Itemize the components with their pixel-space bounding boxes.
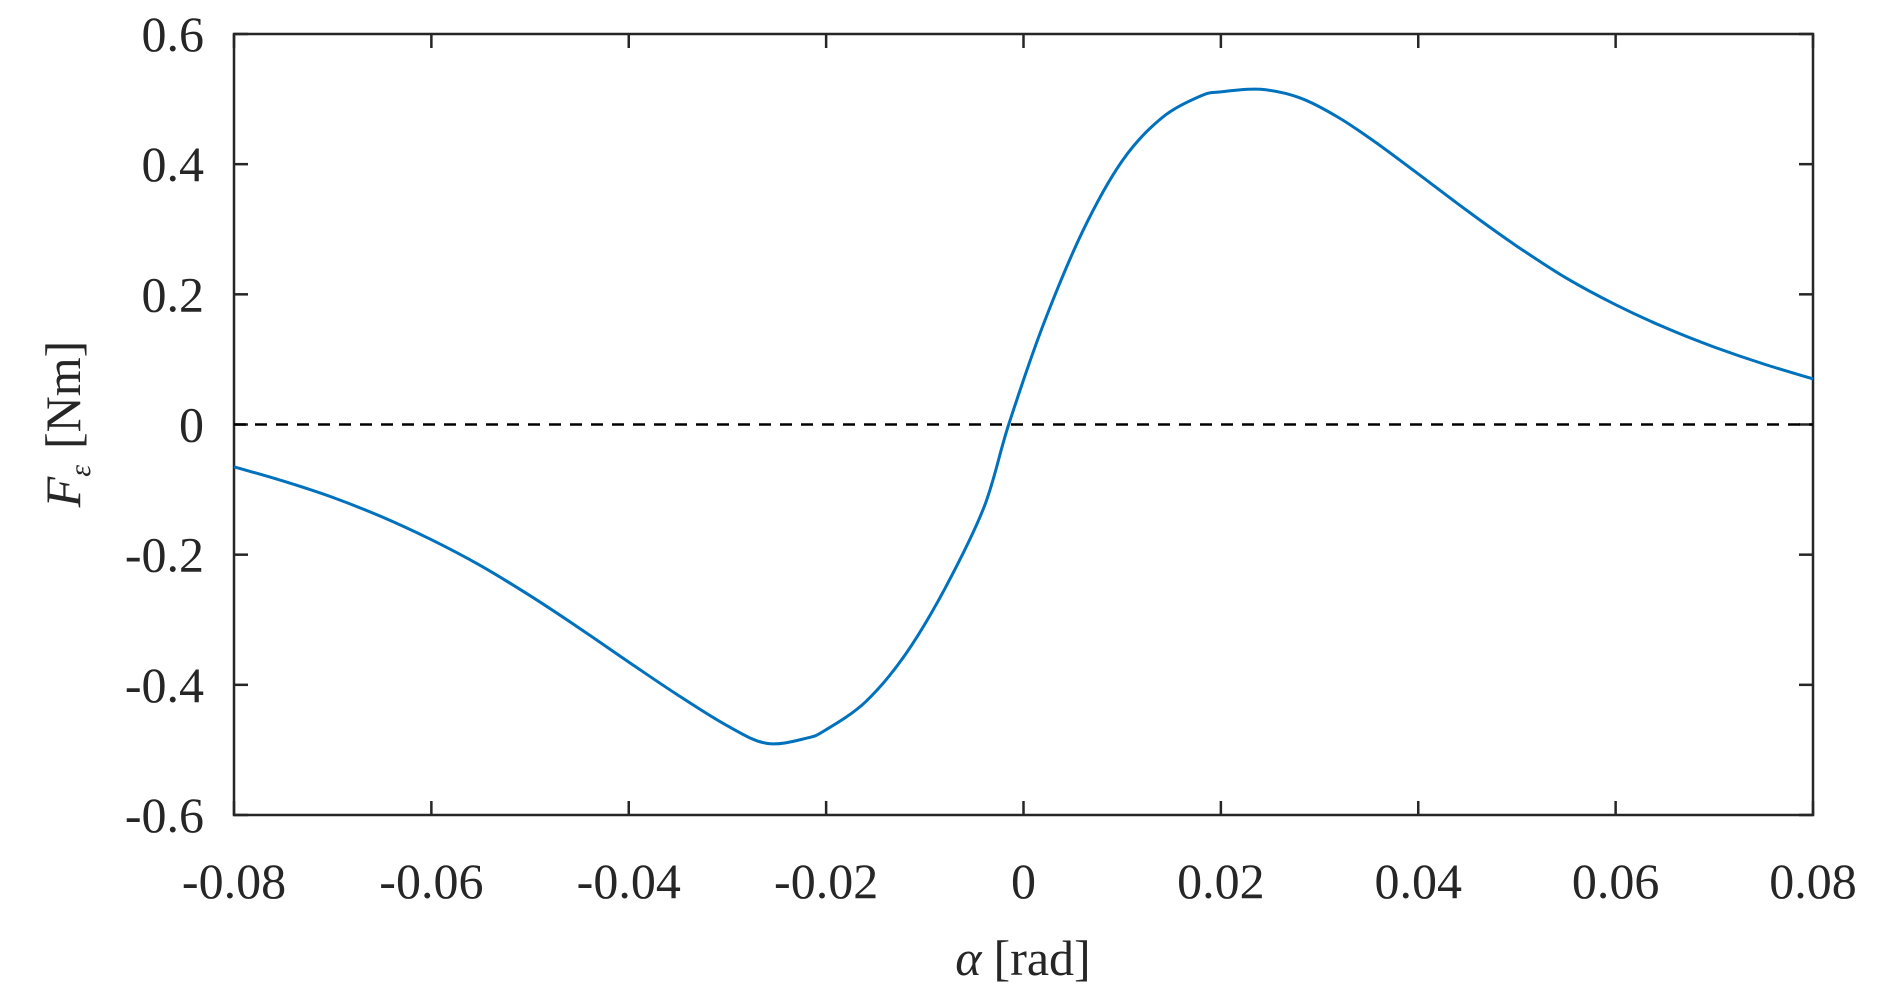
y-tick-label: 0.4 [142,136,205,192]
x-tick-label: -0.08 [182,853,286,909]
x-tick-label: 0.02 [1177,853,1265,909]
tick-labels: -0.08 -0.06 -0.04 -0.02 0 0.02 0.04 0.06 0.08 -0.… [125,6,1857,909]
y-tick-label: 0.6 [142,6,205,62]
x-tick-label: 0.04 [1375,853,1463,909]
x-tick-label: -0.06 [379,853,483,909]
x-tick-label: 0 [1011,853,1036,909]
x-tick-label: -0.02 [774,853,878,909]
x-tick-label: 0.08 [1769,853,1857,909]
series-line [233,87,1814,746]
y-tick-label: -0.4 [125,657,204,713]
x-axis-label: α [rad] [955,930,1090,986]
y-tick-label: 0 [179,397,204,453]
y-tick-label: 0.2 [142,266,205,322]
axis-ticks [232,32,1815,817]
x-tick-label: -0.04 [577,853,681,909]
y-axis-label: Fε[Nm] [35,341,97,509]
x-tick-label: 0.06 [1572,853,1660,909]
y-tick-label: -0.6 [125,787,204,843]
y-tick-label: -0.2 [125,527,204,583]
